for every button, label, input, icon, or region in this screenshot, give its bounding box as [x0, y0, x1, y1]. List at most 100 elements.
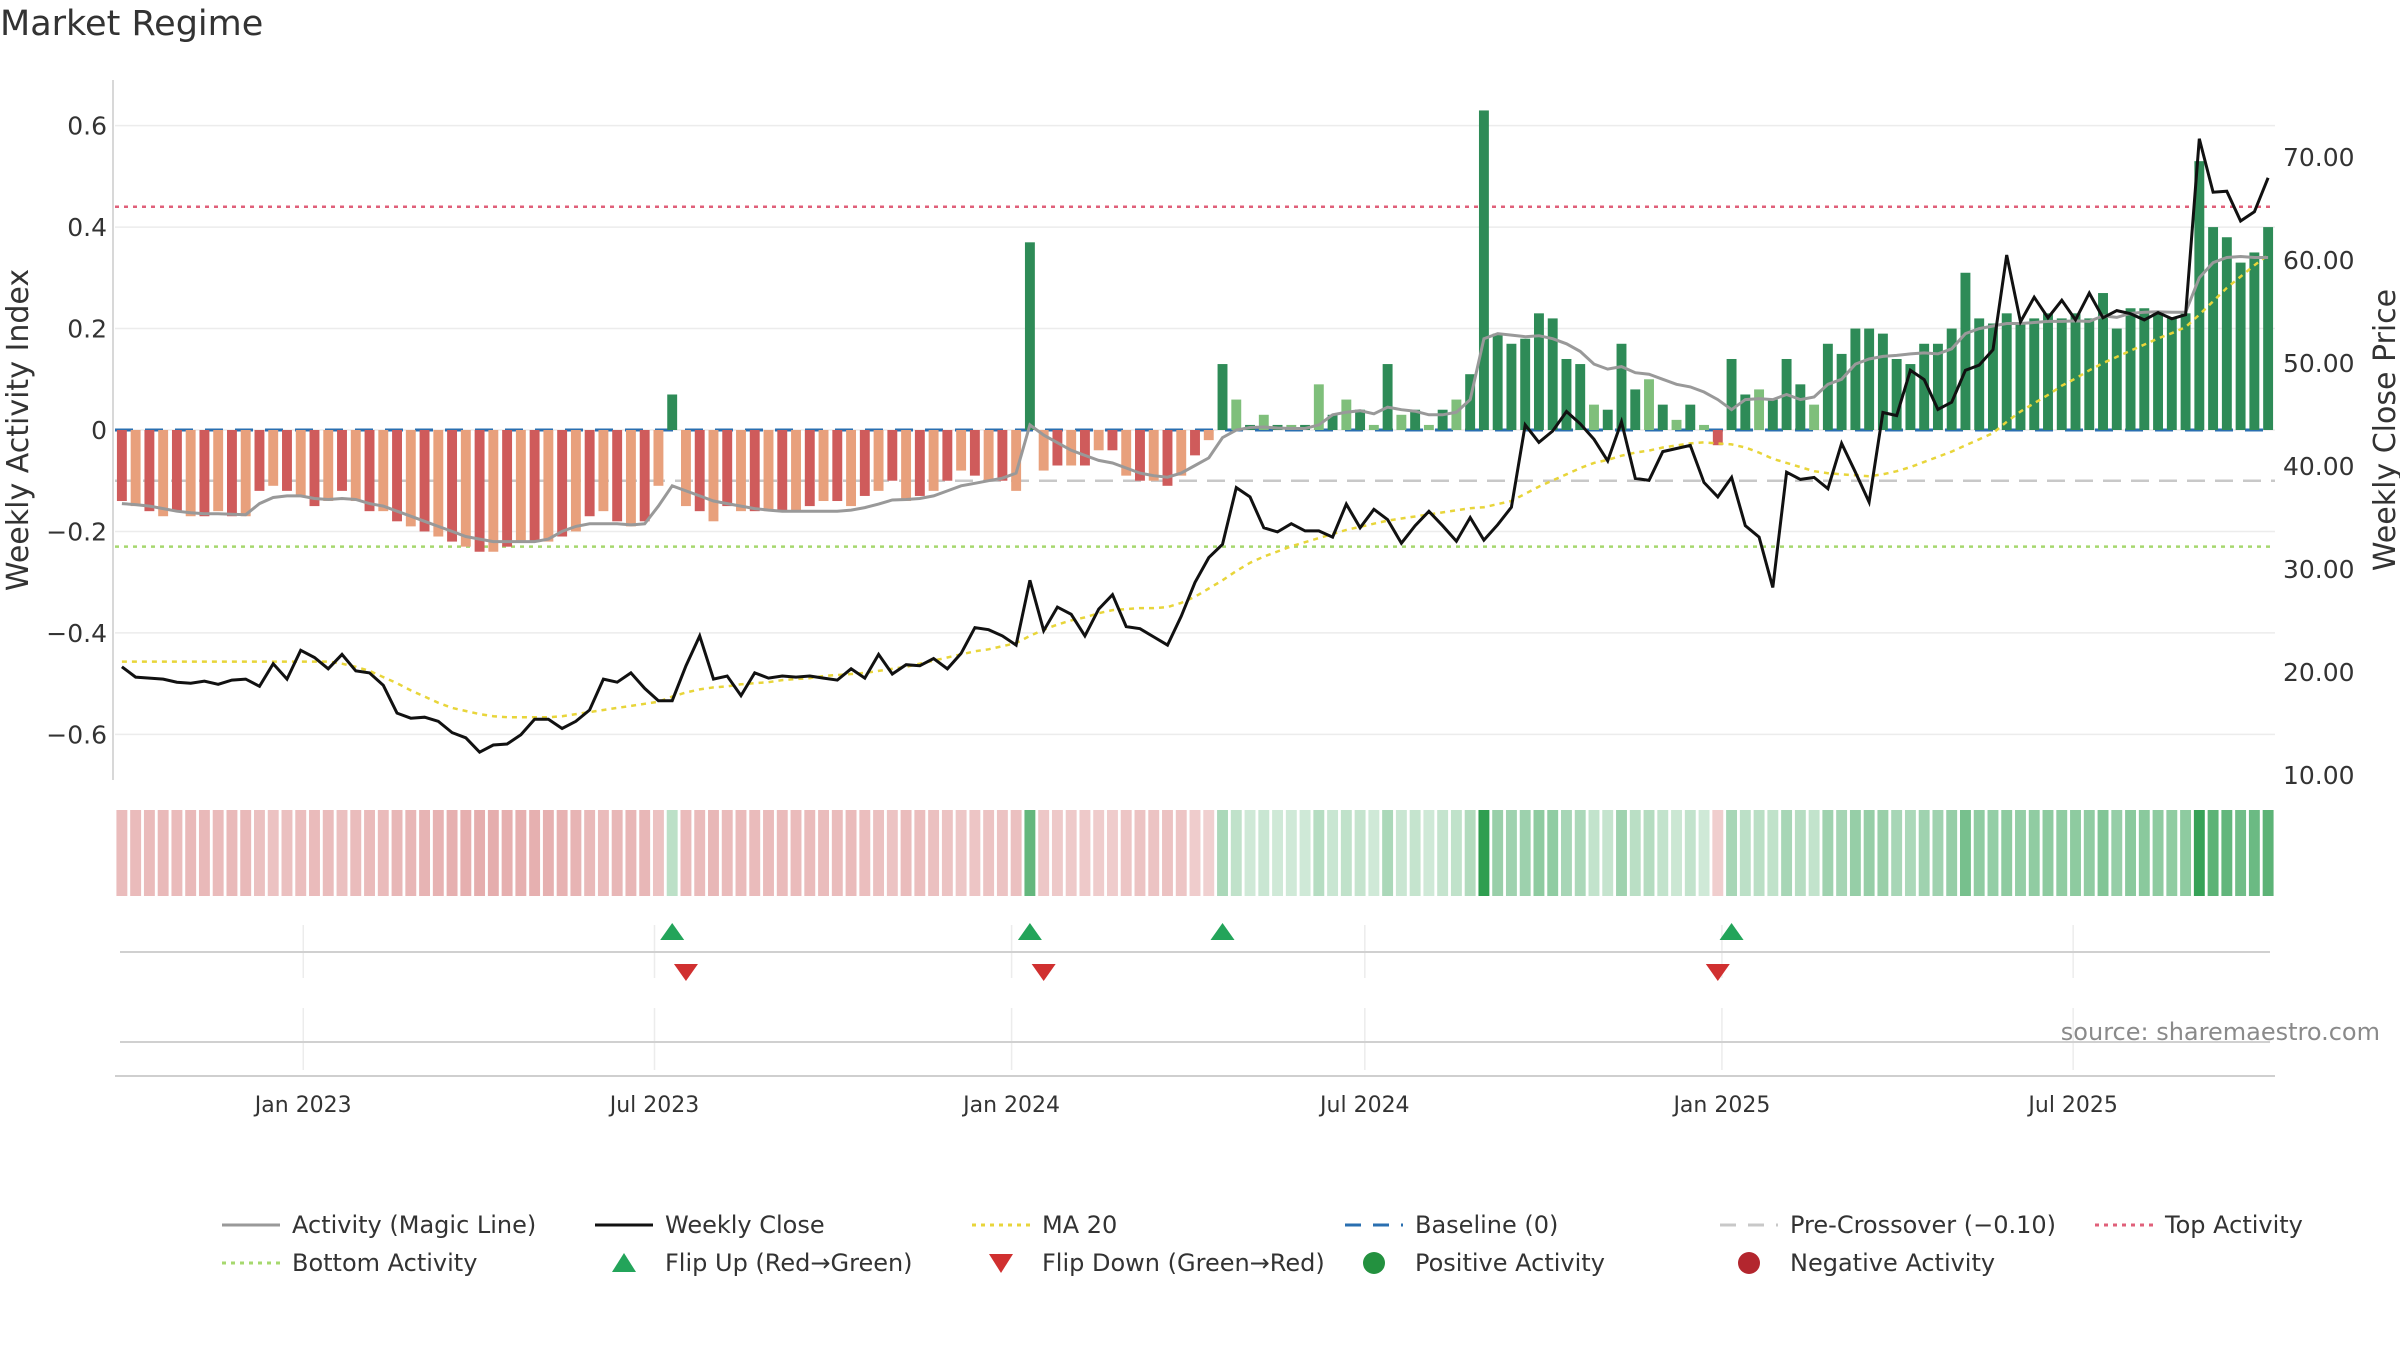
activity-bar	[777, 430, 788, 512]
activity-bar	[1712, 430, 1723, 446]
flip-up-marker	[1719, 923, 1744, 940]
regime-cell	[2207, 810, 2219, 896]
legend-item: Flip Down (Green→Red)	[989, 1249, 1325, 1277]
regime-cell	[377, 810, 389, 896]
y-tick-right: 70.00	[2283, 143, 2355, 172]
legend-item: Positive Activity	[1363, 1249, 1605, 1277]
regime-cell	[212, 810, 224, 896]
regime-cell	[336, 810, 348, 896]
activity-bar	[570, 430, 581, 532]
regime-cell	[1698, 810, 1710, 896]
activity-bar	[1850, 328, 1861, 430]
activity-bar	[2153, 313, 2164, 430]
regime-cell	[2070, 810, 2081, 896]
activity-bar	[2235, 262, 2246, 430]
regime-cell	[1781, 810, 1793, 896]
regime-cell	[1423, 810, 1435, 896]
regime-cell	[2125, 810, 2136, 896]
regime-cell	[2262, 810, 2274, 896]
x-tick-label: Jul 2024	[1318, 1093, 1410, 1118]
regime-cell	[873, 810, 885, 896]
regime-cell	[721, 810, 733, 896]
activity-bar	[2208, 227, 2219, 430]
activity-bar	[983, 430, 994, 481]
regime-cell	[1973, 810, 1985, 896]
y-tick-left: 0.6	[67, 112, 107, 141]
activity-bar	[1038, 430, 1049, 471]
y-axis-left-label: Weekly Activity Index	[1, 269, 36, 591]
regime-cell	[405, 810, 417, 896]
activity-bar	[1767, 399, 1778, 430]
regime-cell	[1588, 810, 1600, 896]
activity-bar	[295, 430, 306, 496]
regime-cell	[1891, 810, 1903, 896]
activity-bar	[859, 430, 870, 496]
activity-bar	[2166, 318, 2177, 430]
regime-cell	[1904, 810, 1916, 896]
activity-bar	[2180, 313, 2191, 430]
activity-bar	[1616, 343, 1627, 430]
legend-item: Activity (Magic Line)	[222, 1211, 536, 1239]
activity-bar	[1644, 379, 1654, 430]
regime-cell	[1382, 810, 1394, 896]
regime-cell	[309, 810, 320, 896]
regime-cell	[1643, 810, 1655, 896]
activity-bar	[1657, 404, 1668, 430]
activity-bar	[2249, 252, 2260, 430]
activity-bar	[1423, 424, 1434, 430]
activity-bar	[1190, 430, 1200, 456]
regime-cell	[501, 810, 513, 896]
regime-cell	[1258, 810, 1270, 896]
activity-bar	[1052, 430, 1063, 466]
regime-cell	[1877, 810, 1889, 896]
activity-bar	[1877, 333, 1888, 430]
regime-cell	[1189, 810, 1201, 896]
regime-cell	[969, 810, 981, 896]
regime-cell	[611, 810, 623, 896]
x-tick-label: Jan 2024	[961, 1093, 1060, 1118]
regime-cell	[1024, 810, 1036, 896]
activity-bar	[956, 430, 967, 471]
regime-cell	[1533, 810, 1545, 896]
regime-cell	[1395, 810, 1407, 896]
activity-bar	[1547, 318, 1558, 430]
activity-bar	[268, 430, 279, 486]
activity-bar	[928, 430, 939, 491]
activity-bar	[901, 430, 912, 502]
activity-bar	[543, 430, 554, 542]
regime-cell	[226, 810, 238, 896]
source-text: source: sharemaestro.com	[2061, 1018, 2380, 1046]
activity-bar	[2139, 308, 2150, 430]
legend-item: Baseline (0)	[1345, 1211, 1558, 1239]
activity-bar	[1121, 430, 1132, 476]
regime-cell	[1574, 810, 1586, 896]
legend: Activity (Magic Line) Weekly Close MA 20 Ba…	[222, 1211, 2303, 1277]
regime-cell	[818, 810, 829, 896]
y-tick-right: 10.00	[2283, 761, 2355, 790]
flip-up-marker	[1017, 923, 1042, 940]
x-tick-label: Jul 2023	[608, 1093, 700, 1118]
regime-cell	[776, 810, 788, 896]
legend-swatch	[612, 1253, 636, 1272]
regime-cell	[2056, 810, 2068, 896]
regime-cell	[240, 810, 252, 896]
activity-bar	[749, 430, 760, 512]
regime-cell	[2152, 810, 2164, 896]
regime-cell	[1327, 810, 1339, 896]
regime-cell	[570, 810, 582, 896]
activity-bar	[1671, 419, 1682, 430]
activity-bar	[2001, 313, 2012, 430]
legend-label: Pre-Crossover (−0.10)	[1790, 1211, 2056, 1239]
activity-bar	[392, 430, 402, 522]
regime-cell	[1354, 810, 1366, 896]
y-tick-left: −0.2	[46, 517, 107, 546]
activity-bar	[213, 430, 224, 512]
regime-cell	[157, 810, 169, 896]
legend-item: MA 20	[972, 1211, 1117, 1239]
activity-bar	[1368, 424, 1379, 430]
activity-bar	[1203, 430, 1214, 441]
activity-bar	[694, 430, 705, 512]
activity-bar	[1327, 414, 1338, 430]
regime-cell	[515, 810, 527, 896]
